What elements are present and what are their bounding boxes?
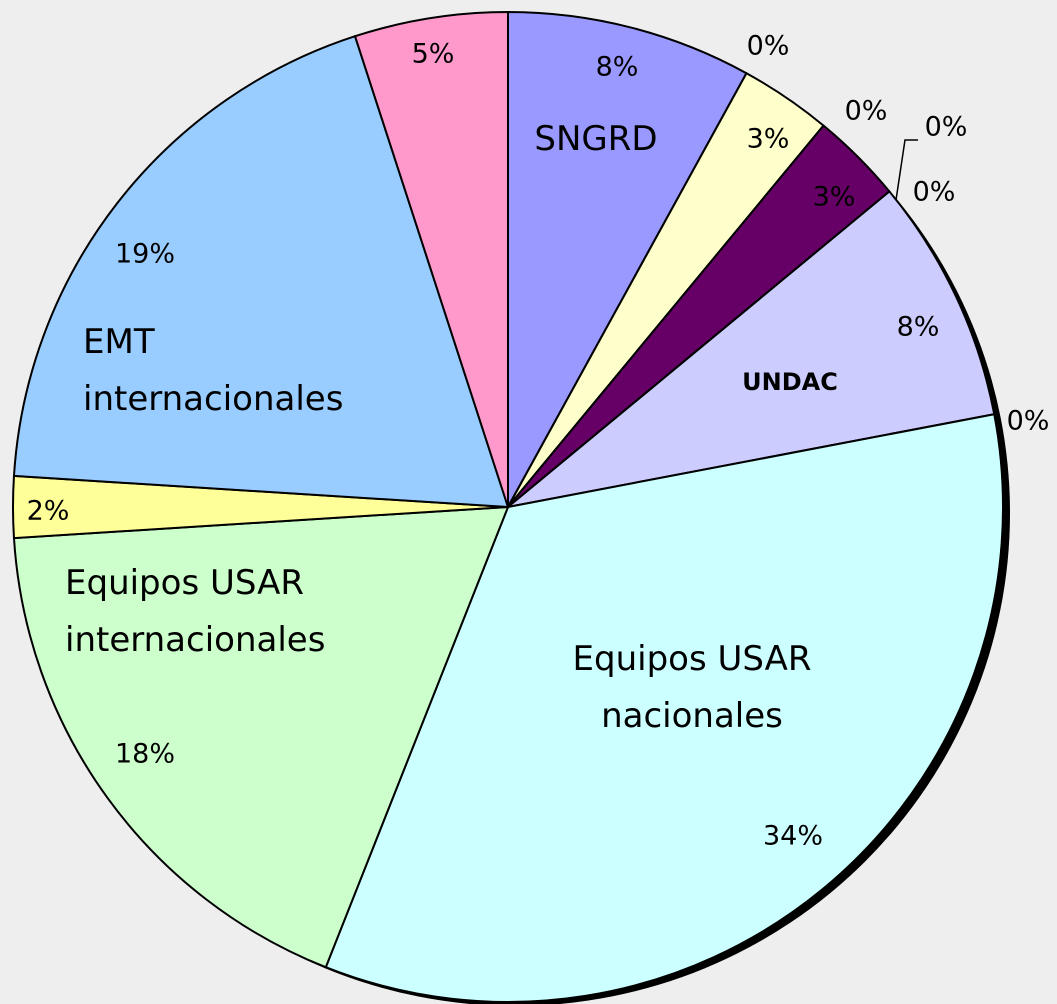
data-label: 0% [913, 177, 956, 208]
slice-name-line: internacionales [83, 379, 343, 419]
pie-slice [507, 190, 996, 508]
data-label: 5% [412, 39, 455, 70]
data-label: 8% [596, 52, 639, 83]
slice-name-line: Equipos USAR [573, 639, 812, 679]
data-label: 18% [115, 739, 175, 770]
slice-name-line: UNDAC [742, 368, 838, 396]
pie-slice [12, 34, 510, 509]
data-label: 2% [27, 496, 70, 527]
slice-name: SNGRD [534, 119, 657, 159]
pie-slice [507, 10, 748, 508]
pie-slice [324, 413, 1004, 1003]
slice-name-line: SNGRD [534, 119, 657, 159]
data-label: 34% [763, 821, 823, 852]
slice-name-line: internacionales [65, 620, 325, 660]
slice-name-line: EMT [83, 322, 155, 362]
data-label: 19% [115, 239, 175, 270]
pie-slice [353, 10, 509, 508]
data-label: 8% [897, 312, 940, 343]
pie-slice [12, 505, 510, 969]
slice-name: Equipos USAR nacionales [573, 639, 812, 736]
data-label: 0% [845, 96, 888, 127]
leader-line [895, 139, 918, 201]
data-label: 0% [1007, 406, 1050, 437]
slice-name: Equipos USAR internacionales [65, 563, 325, 660]
data-label: 3% [747, 124, 790, 155]
data-label: 0% [747, 31, 790, 62]
slice-name-line: Equipos USAR [65, 563, 304, 603]
data-label: 0% [925, 112, 968, 143]
slice-name-line: nacionales [601, 696, 783, 736]
slice-name: EMT internacionales [83, 322, 343, 419]
data-label: 3% [813, 182, 856, 213]
slice-name: UNDAC [742, 368, 838, 396]
